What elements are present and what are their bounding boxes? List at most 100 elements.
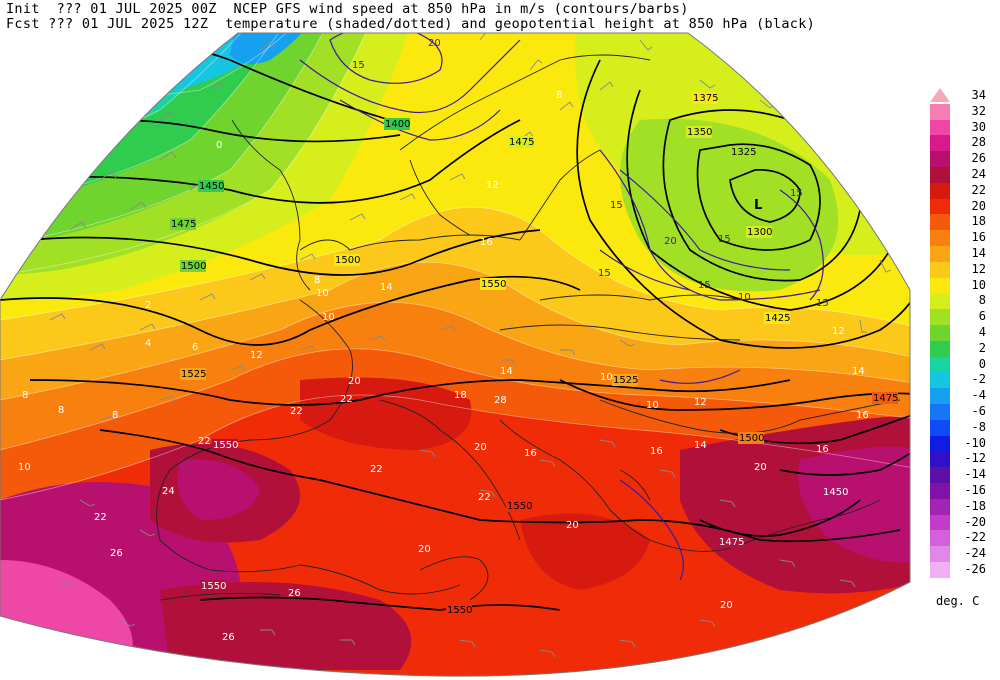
header-init-line: Init ??? 01 JUL 2025 00Z NCEP GFS wind s… [6, 1, 689, 17]
legend-label: 24 [971, 167, 986, 181]
temperature-label: 18 [454, 390, 467, 401]
legend-swatch [930, 261, 950, 278]
legend-label: -4 [971, 388, 986, 403]
height-label: 1500 [180, 260, 206, 272]
svg-text:1500: 1500 [335, 255, 360, 266]
legend-swatch [930, 372, 950, 389]
svg-text:1450: 1450 [199, 181, 224, 192]
legend-label: -20 [964, 514, 986, 529]
svg-text:1550: 1550 [213, 440, 238, 451]
height-label: 1500 [334, 254, 360, 266]
temperature-label: 10 [316, 288, 329, 299]
legend-units: deg. C [936, 594, 980, 608]
svg-text:1475: 1475 [171, 219, 196, 230]
temperature-label: 8 [112, 410, 118, 421]
legend-swatch [930, 135, 950, 152]
svg-text:1525: 1525 [181, 369, 206, 380]
temperature-label: 16 [650, 446, 663, 457]
legend-label: 30 [971, 119, 986, 134]
legend-swatch [930, 103, 950, 120]
wind-speed-label: 20 [664, 236, 677, 247]
temperature-label: 10 [322, 312, 335, 323]
temperature-label: 12 [832, 326, 845, 337]
legend-label: 20 [971, 198, 986, 213]
legend-swatch [930, 530, 950, 547]
legend-swatch [930, 88, 950, 102]
temperature-label: 22 [94, 512, 107, 523]
temperature-label: 14 [380, 282, 393, 293]
legend-label: -6 [971, 404, 986, 418]
legend-swatch [930, 356, 950, 373]
temperature-label: 8 [556, 90, 562, 101]
height-label: 1450 [198, 180, 224, 192]
legend-label: 34 [971, 88, 986, 102]
height-label: 1500 [738, 432, 764, 444]
temperature-label: 16 [480, 237, 493, 248]
legend-label: -2 [971, 372, 986, 387]
temperature-label: 4 [145, 338, 151, 349]
temperature-label: 20 [566, 520, 579, 531]
height-label: 1550 [506, 500, 532, 512]
legend-label: 10 [971, 277, 986, 292]
legend-label: 4 [978, 325, 986, 339]
temperature-label: 12 [486, 180, 499, 191]
legend-swatch [930, 404, 950, 420]
temperature-label: 22 [198, 436, 211, 447]
temperature-label: 2 [145, 300, 151, 311]
legend-label: 2 [978, 340, 986, 355]
legend-swatch [930, 467, 950, 484]
height-label: 1525 [180, 368, 206, 380]
wind-speed-label: 15 [718, 234, 731, 245]
legend-swatch [930, 340, 950, 357]
legend-swatch [930, 151, 950, 168]
legend-swatch [930, 451, 950, 468]
legend-label: 12 [971, 261, 986, 276]
height-label: 1550 [200, 580, 226, 592]
temperature-label: 12 [694, 397, 707, 408]
legend-swatch [930, 562, 950, 578]
temperature-label: 24 [162, 486, 175, 497]
legend-label: 0 [978, 356, 986, 371]
weather-map: L 1300 1325 1350 1375 1400 1425 1450 147… [0, 32, 911, 677]
wind-speed-label: 15 [790, 188, 803, 199]
temperature-label: 26 [110, 548, 123, 559]
temperature-label: 22 [290, 406, 303, 417]
temperature-color-legend: 34 32 30 28 26 24 22 20 18 16 14 12 10 8 6 4 2 0 -2 -4 -6 -8-… [928, 86, 1000, 586]
legend-swatch [930, 435, 950, 452]
temperature-label: 8 [314, 275, 320, 286]
temperature-label: 16 [524, 448, 537, 459]
height-label: 1475 [872, 392, 898, 404]
temperature-label: 8 [22, 390, 28, 401]
legend-label: 22 [971, 182, 986, 197]
height-label: 1550 [446, 604, 472, 616]
legend-label: -16 [964, 483, 986, 497]
temperature-label: 10 [18, 462, 31, 473]
temperature-label: 20 [418, 544, 431, 555]
height-label: 1475 [170, 218, 196, 230]
temperature-label: 20 [348, 376, 361, 387]
legend-swatch [930, 483, 950, 499]
temperature-label: 22 [340, 394, 353, 405]
temperature-label: 8 [58, 405, 64, 416]
wind-speed-label: 15 [698, 280, 711, 291]
temperature-label: 6 [192, 342, 198, 353]
legend-swatch [930, 309, 950, 326]
temperature-label: 20 [720, 600, 733, 611]
svg-text:1500: 1500 [739, 433, 764, 444]
low-pressure-symbol: L [754, 198, 762, 213]
legend-swatch [930, 546, 950, 563]
legend-label: -10 [964, 435, 986, 450]
legend-swatch [930, 514, 950, 531]
legend-label: -12 [964, 451, 986, 466]
legend-label: 14 [971, 246, 986, 260]
temperature-label: 26 [288, 588, 301, 599]
svg-text:1425: 1425 [765, 313, 790, 324]
legend-swatch [930, 214, 950, 231]
svg-text:1500: 1500 [181, 261, 206, 272]
legend-label: -24 [964, 546, 986, 561]
legend-swatch [930, 498, 950, 515]
svg-text:1550: 1550 [447, 605, 472, 616]
height-label: 1375 [692, 92, 718, 104]
svg-text:1475: 1475 [719, 537, 744, 548]
height-label: 1425 [764, 312, 790, 324]
